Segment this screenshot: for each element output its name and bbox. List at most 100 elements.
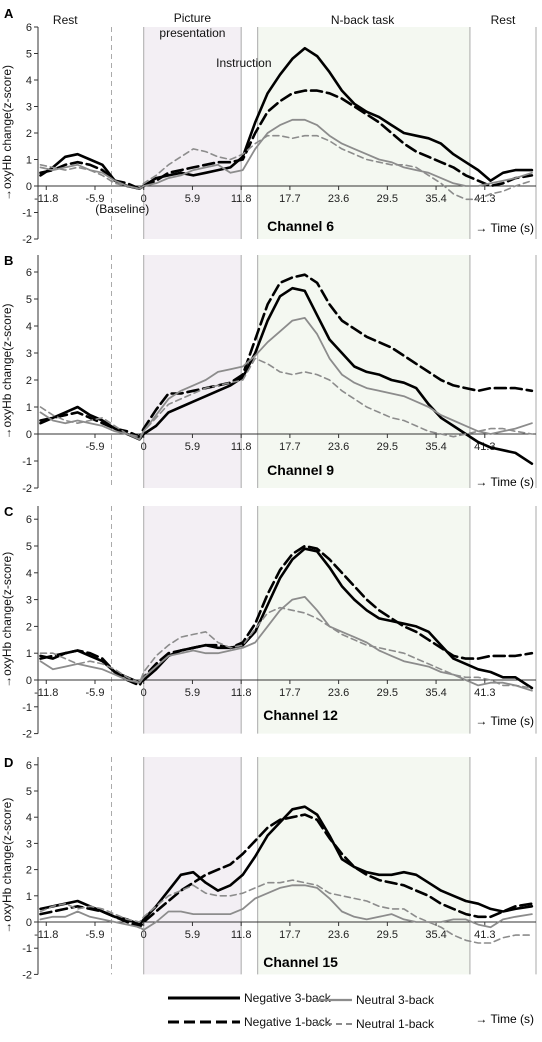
y-axis-label: →oxyHb change(z-score): [0, 303, 14, 439]
x-tick-label: 35.4: [425, 193, 446, 205]
y-tick-label: 5: [26, 786, 32, 798]
x-tick-label: 29.5: [377, 929, 398, 941]
y-axis-label: →oxyHb change(z-score): [0, 65, 14, 201]
y-tick-label: 0: [26, 675, 32, 687]
x-tick-label: 41.3: [474, 929, 495, 941]
y-tick-label: 0: [26, 181, 32, 193]
legend-label: Negative 3-back: [244, 991, 332, 1005]
series-line-negative-1-back: [39, 813, 534, 929]
x-tick-label: 5.9: [185, 929, 200, 941]
y-tick-label: 4: [26, 812, 32, 824]
picture-presentation-shade: [143, 506, 242, 734]
legend-label: Neutral 1-back: [356, 1017, 435, 1031]
x-tick-label: 11.8: [231, 193, 252, 205]
y-tick-label: 3: [26, 838, 32, 850]
picture-presentation-shade: [143, 255, 242, 488]
series-line-neutral-1-back: [39, 606, 533, 689]
x-tick-label: -5.9: [86, 687, 105, 699]
y-tick-label: 5: [26, 294, 32, 306]
y-tick-label: 2: [26, 128, 32, 140]
x-tick-label: 5.9: [185, 687, 200, 699]
channel-title: Channel 12: [263, 707, 338, 723]
y-tick-label: -1: [22, 208, 32, 220]
annotation-rest: Rest: [53, 13, 78, 27]
y-tick-label: 6: [26, 514, 32, 526]
channel-title: Channel 9: [267, 462, 334, 478]
x-tick-label: -5.9: [86, 193, 105, 205]
y-tick-label: -1: [22, 702, 32, 714]
x-tick-label: 23.6: [328, 929, 349, 941]
x-tick-label: -11.8: [34, 929, 58, 941]
x-tick-label: 5.9: [185, 193, 200, 205]
x-tick-label: 35.4: [425, 929, 446, 941]
y-tick-label: -2: [22, 483, 32, 495]
x-tick-label: 41.3: [474, 687, 495, 699]
x-tick-label: 29.5: [377, 687, 398, 699]
series-line-neutral-3-back: [39, 316, 533, 441]
annotation-picture-presentation-line1: Picture: [174, 11, 212, 25]
annotation-rest-2: Rest: [491, 13, 516, 27]
annotation-nback-task: N-back task: [331, 13, 395, 27]
y-axis-label: →oxyHb change(z-score): [0, 798, 14, 934]
x-axis-label: → Time (s): [475, 714, 534, 728]
x-tick-label: 17.7: [279, 441, 300, 453]
picture-presentation-shade: [143, 27, 242, 239]
series-line-neutral-3-back: [39, 596, 533, 692]
y-tick-label: 3: [26, 102, 32, 114]
y-tick-label: 4: [26, 568, 32, 580]
x-tick-label: -11.8: [34, 687, 58, 699]
y-tick-label: -2: [22, 729, 32, 741]
legend: Negative 3-back Negative 1-back Neutral 3-…: [168, 991, 435, 1031]
y-tick-label: 0: [26, 917, 32, 929]
x-tick-label: -11.8: [34, 193, 58, 205]
y-tick-label: -1: [22, 456, 32, 468]
y-tick-label: 3: [26, 595, 32, 607]
y-tick-label: 1: [26, 648, 32, 660]
y-tick-label: -2: [22, 234, 32, 246]
nback-task-shade: [257, 757, 470, 975]
x-tick-label: 23.6: [328, 193, 349, 205]
nback-task-shade: [257, 506, 470, 734]
series-line-negative-3-back: [39, 805, 534, 926]
x-tick-label: 11.8: [231, 929, 252, 941]
channel-title: Channel 6: [267, 218, 334, 234]
annotation-instruction: Instruction: [216, 56, 271, 70]
channel-title: Channel 15: [263, 954, 338, 970]
panel-letter: D: [4, 755, 13, 770]
series-line-neutral-1-back: [39, 134, 533, 201]
x-tick-label: 0: [141, 687, 147, 699]
series-line-negative-1-back: [39, 89, 534, 190]
x-tick-label: 11.8: [231, 441, 252, 453]
y-tick-label: -1: [22, 943, 32, 955]
x-tick-label: -5.9: [86, 441, 105, 453]
x-tick-label: 0: [141, 193, 147, 205]
panel-letter: A: [4, 6, 14, 21]
x-tick-label: 17.7: [279, 687, 300, 699]
series-line-neutral-3-back: [39, 884, 533, 931]
y-tick-label: 1: [26, 402, 32, 414]
x-tick-label: 17.7: [279, 929, 300, 941]
x-tick-label: 0: [141, 441, 147, 453]
nback-task-shade: [257, 27, 470, 239]
y-tick-label: 6: [26, 760, 32, 772]
y-tick-label: 2: [26, 621, 32, 633]
x-axis-label: → Time (s): [475, 1012, 534, 1026]
x-axis-label: → Time (s): [475, 475, 534, 489]
x-tick-label: 23.6: [328, 687, 349, 699]
legend-label: Negative 1-back: [244, 1015, 332, 1029]
x-tick-label: 29.5: [377, 193, 398, 205]
x-tick-label: 35.4: [425, 687, 446, 699]
x-tick-label: 35.4: [425, 441, 446, 453]
series-line-neutral-1-back: [39, 879, 533, 944]
panel-c: -2 -1 0 1 2 3 4 5 6 -11.8 -5.9 0 5.9 11.8 17.7 23.6 29.5…: [0, 504, 537, 741]
legend-label: Neutral 3-back: [356, 993, 435, 1007]
y-tick-label: 5: [26, 49, 32, 61]
y-tick-label: 2: [26, 375, 32, 387]
y-tick-label: 0: [26, 429, 32, 441]
y-tick-label: 1: [26, 155, 32, 167]
series-line-negative-3-back: [39, 547, 534, 690]
panel-letter: B: [4, 253, 13, 268]
x-tick-label: 23.6: [328, 441, 349, 453]
